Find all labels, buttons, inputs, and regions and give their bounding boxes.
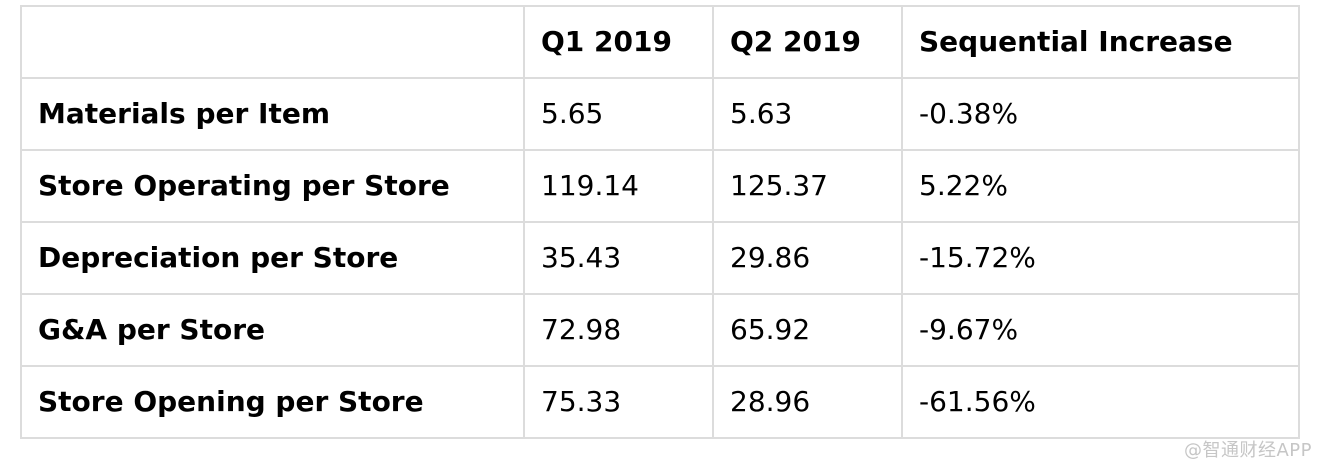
row-label: Store Opening per Store [20,365,525,439]
table-row-store-operating-per-store: Store Operating per Store 119.14 125.37 … [20,149,1300,223]
cell-q1-value: 119.14 [523,149,714,223]
col-header-q1-2019: Q1 2019 [523,5,714,79]
table-row-depreciation-per-store: Depreciation per Store 35.43 29.86 -15.7… [20,221,1300,295]
cell-sequential-increase: 5.22% [901,149,1300,223]
cell-q2-value: 28.96 [712,365,903,439]
zhitong-finance-watermark: @智通财经APP [1183,440,1312,461]
cell-sequential-increase: -61.56% [901,365,1300,439]
table-row-materials-per-item: Materials per Item 5.65 5.63 -0.38% [20,77,1300,151]
table-header-row: Q1 2019 Q2 2019 Sequential Increase [20,5,1300,79]
cell-q1-value: 5.65 [523,77,714,151]
col-header-q2-2019: Q2 2019 [712,5,903,79]
row-label: G&A per Store [20,293,525,367]
cell-q1-value: 35.43 [523,221,714,295]
col-header-metric [20,5,525,79]
cell-q2-value: 125.37 [712,149,903,223]
cell-q1-value: 72.98 [523,293,714,367]
cell-sequential-increase: -9.67% [901,293,1300,367]
col-header-sequential-increase: Sequential Increase [901,5,1300,79]
row-label: Materials per Item [20,77,525,151]
row-label: Depreciation per Store [20,221,525,295]
cell-q2-value: 5.63 [712,77,903,151]
cell-q2-value: 65.92 [712,293,903,367]
table-row-store-opening-per-store: Store Opening per Store 75.33 28.96 -61.… [20,365,1300,439]
cell-q1-value: 75.33 [523,365,714,439]
quarterly-cost-table: Q1 2019 Q2 2019 Sequential Increase Mate… [20,5,1300,439]
cell-sequential-increase: -0.38% [901,77,1300,151]
cell-sequential-increase: -15.72% [901,221,1300,295]
row-label: Store Operating per Store [20,149,525,223]
table-row-ga-per-store: G&A per Store 72.98 65.92 -9.67% [20,293,1300,367]
cell-q2-value: 29.86 [712,221,903,295]
